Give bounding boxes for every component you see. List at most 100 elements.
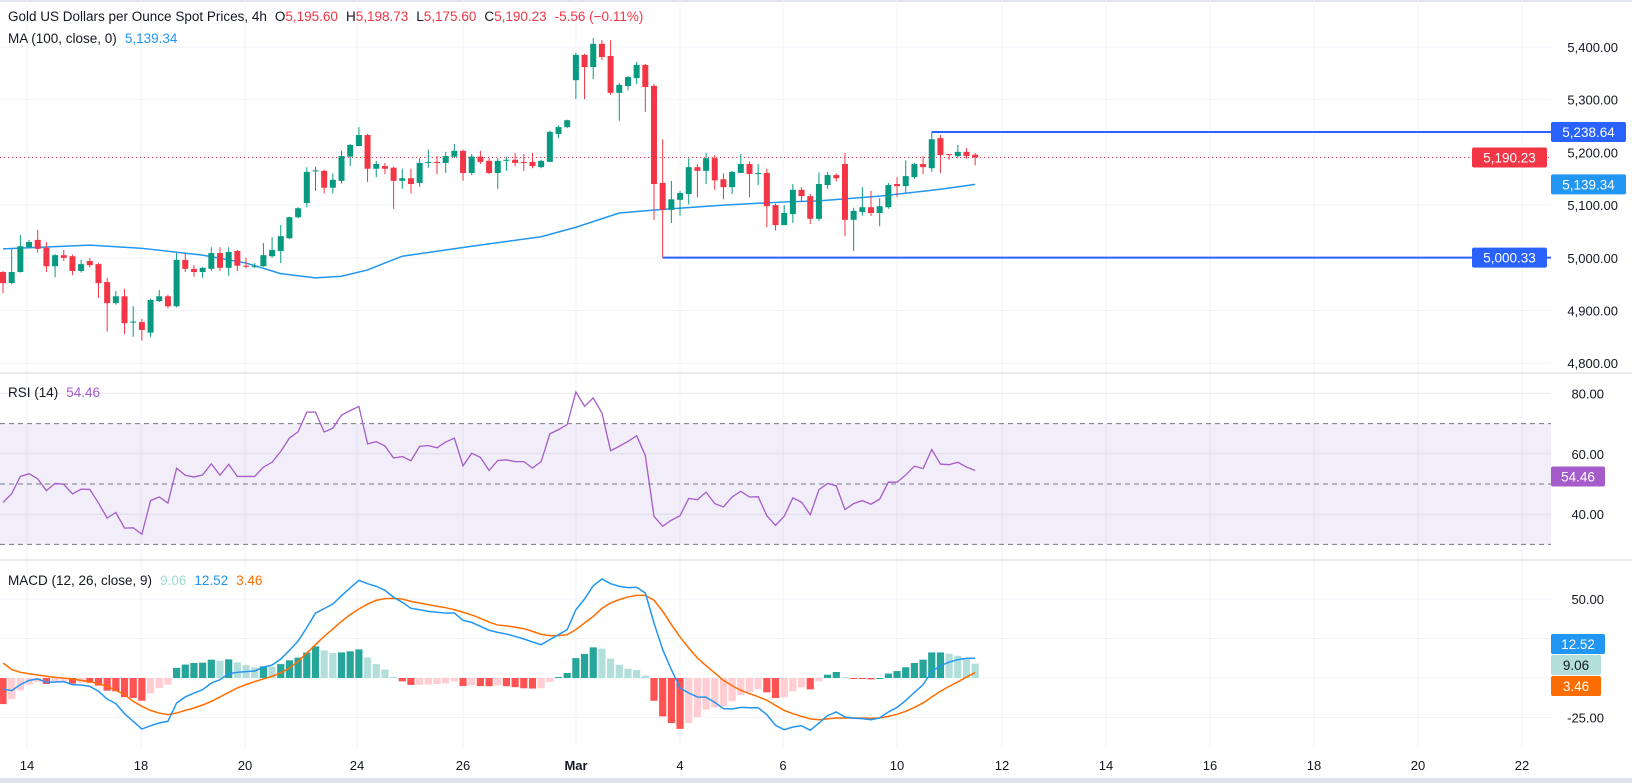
macd-histogram-bar xyxy=(945,653,953,678)
macd-histogram-bar xyxy=(954,655,962,678)
candle-up xyxy=(789,184,796,224)
candle-body xyxy=(737,163,744,173)
ma-label: MA (100, close, 0) xyxy=(8,31,117,46)
candle-down xyxy=(164,294,171,309)
candle-body xyxy=(277,236,284,251)
badge-background xyxy=(1551,676,1601,696)
macd-histogram-bar xyxy=(850,678,858,679)
macd-histogram-bar xyxy=(876,678,884,679)
macd-histogram-bar xyxy=(919,659,927,678)
candle-down xyxy=(138,318,145,341)
candle-body xyxy=(972,154,979,158)
macd-histogram-bar xyxy=(216,660,224,678)
candle-up xyxy=(416,158,423,187)
candle-up xyxy=(260,243,267,267)
candle-body xyxy=(69,256,76,271)
price-axis-label: 5,000.00 xyxy=(1567,251,1618,266)
candle-body xyxy=(208,253,215,269)
macd-histogram-bar xyxy=(676,678,684,729)
candle-up xyxy=(199,266,206,278)
candles xyxy=(0,38,979,341)
badge-label: 5,238.64 xyxy=(1562,125,1615,140)
badge-label: 5,139.34 xyxy=(1562,177,1615,192)
candle-body xyxy=(95,264,102,284)
candle-body xyxy=(364,135,371,169)
candle-up xyxy=(703,152,710,185)
open-value: 5,195.60 xyxy=(285,9,338,24)
badge-label: 5,190.23 xyxy=(1483,151,1536,166)
candle-body xyxy=(460,150,467,173)
macd-histogram-bar xyxy=(902,667,910,678)
candle-body xyxy=(329,179,336,188)
rsi-label: RSI (14) xyxy=(8,385,59,400)
macd-line xyxy=(2,578,976,732)
macd-histogram-bar xyxy=(824,674,832,678)
candle-up xyxy=(347,143,354,167)
candle-body xyxy=(928,139,935,169)
candle-up xyxy=(885,182,892,209)
symbol-title[interactable]: Gold US Dollars per Ounce Spot Prices, 4… xyxy=(8,9,267,24)
macd-label: MACD (12, 26, close, 9) xyxy=(8,573,153,588)
candle-up xyxy=(8,248,15,285)
time-axis-label: 20 xyxy=(1411,758,1425,773)
macd-axis-label: 50.00 xyxy=(1571,592,1604,607)
candle-body xyxy=(946,153,953,156)
candle-up xyxy=(616,82,623,121)
top-border xyxy=(0,0,1632,2)
candle-up xyxy=(329,173,336,194)
macd-histogram-bar xyxy=(0,678,7,705)
candle-body xyxy=(590,43,597,68)
candle-body xyxy=(269,249,276,257)
candle-body xyxy=(104,282,111,304)
macd-histogram-bar xyxy=(468,678,476,686)
macd-histogram-bar xyxy=(112,678,120,692)
candle-body xyxy=(312,170,319,172)
candle-body xyxy=(381,166,388,169)
candle-down xyxy=(694,163,701,198)
macd-badge: 9.06 xyxy=(1551,655,1601,675)
candle-body xyxy=(477,156,484,162)
macd-histogram-bar xyxy=(303,652,311,678)
candle-down xyxy=(642,63,649,112)
macd-histogram-bar xyxy=(390,676,398,678)
macd-histogram-bar xyxy=(146,678,155,694)
macd-histogram-bar xyxy=(702,678,710,710)
candle-up xyxy=(824,171,831,189)
candle-body xyxy=(685,167,692,195)
close-value: 5,190.23 xyxy=(494,9,547,24)
macd-histogram-bar xyxy=(546,678,554,682)
macd-histogram-bar xyxy=(34,678,42,682)
candle-down xyxy=(190,265,197,277)
candle-up xyxy=(26,239,33,249)
price-badge: 5,238.64 xyxy=(1551,122,1626,143)
candle-body xyxy=(78,264,85,271)
change-value: -5.56 (−0.11%) xyxy=(554,9,644,24)
macd-histogram-bar xyxy=(598,648,606,678)
candle-body xyxy=(217,253,223,268)
macd-histogram-bar xyxy=(737,678,745,696)
rsi-legend[interactable]: RSI (14) 54.46 xyxy=(8,385,100,400)
macd-histogram-bar xyxy=(884,673,892,678)
candle-up xyxy=(564,119,571,129)
candle-up xyxy=(295,207,302,219)
candle-down xyxy=(520,153,527,171)
ma-value: 5,139.34 xyxy=(124,31,178,46)
candle-body xyxy=(52,255,59,267)
candle-body xyxy=(399,178,406,181)
candle-down xyxy=(486,158,493,175)
macd-histogram-bar xyxy=(329,653,337,678)
candle-down xyxy=(217,247,223,271)
time-axis-label: 4 xyxy=(676,758,683,773)
macd-histogram-bar xyxy=(164,678,172,685)
candle-down xyxy=(104,277,111,332)
candle-body xyxy=(859,207,866,212)
macd-histogram-bar xyxy=(60,678,68,682)
ma-legend[interactable]: MA (100, close, 0) 5,139.34 xyxy=(8,31,177,46)
candle-up xyxy=(737,153,744,173)
macd-histogram-bar xyxy=(572,658,580,678)
candle-down xyxy=(529,152,536,169)
macd-legend[interactable]: MACD (12, 26, close, 9) 9.06 12.52 3.46 xyxy=(8,573,262,588)
candle-up xyxy=(269,237,276,258)
candle-down xyxy=(711,155,718,190)
